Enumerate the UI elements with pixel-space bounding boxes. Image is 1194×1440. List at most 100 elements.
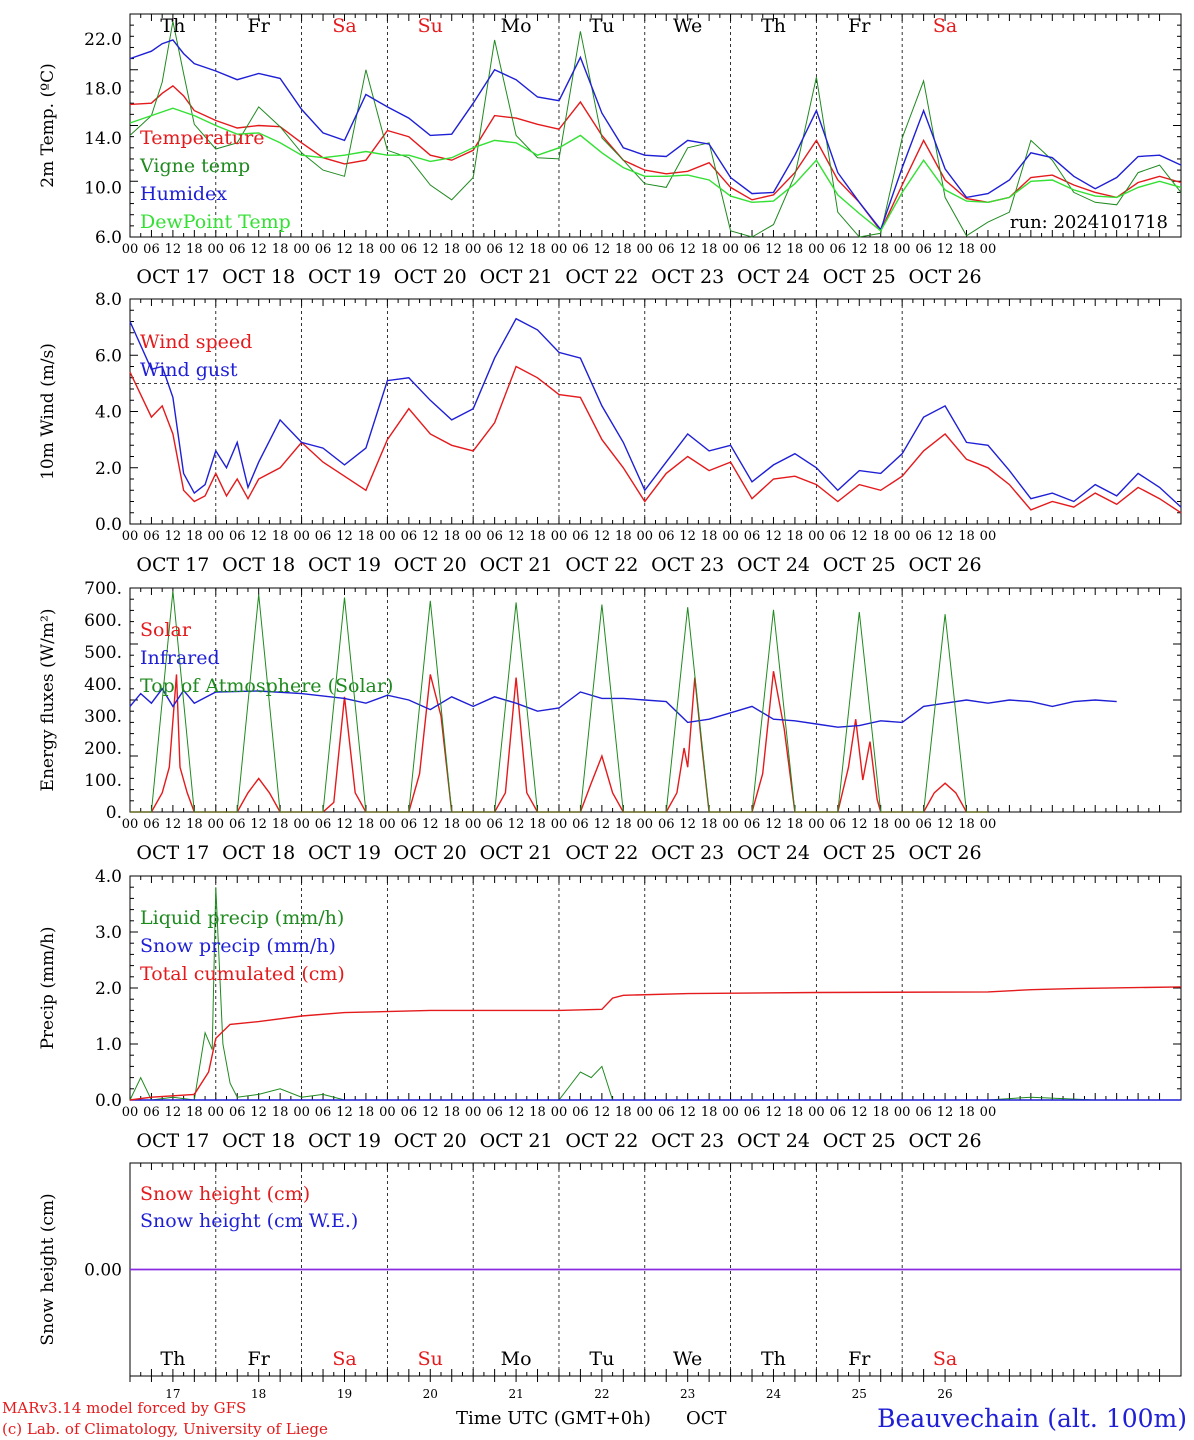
hour-tick-label: 06: [143, 817, 160, 832]
day-number-label: 24: [766, 1387, 782, 1401]
hour-tick-label: 12: [336, 1105, 353, 1120]
legend-entry: Solar: [140, 619, 192, 641]
hour-tick-label: 06: [830, 242, 847, 257]
series-line: [129, 21, 1182, 238]
panel-wind: 0.0 2.0 4.0 6.0 8.0 10m Wind (m/s) Wind speed W…: [38, 290, 1182, 576]
weekday-label-top: Th: [761, 15, 786, 37]
date-label: OCT 19: [308, 842, 381, 864]
date-label: OCT 18: [222, 266, 295, 288]
date-label: OCT 17: [136, 842, 209, 864]
hour-tick-label: 06: [744, 817, 761, 832]
hour-tick-label: 12: [679, 1105, 696, 1120]
hour-tick-label: 00: [122, 817, 139, 832]
run-label: run: 2024101718: [1010, 212, 1168, 233]
hour-tick-label: 12: [594, 529, 611, 544]
hour-tick-label: 18: [958, 817, 975, 832]
hour-tick-label: 06: [315, 242, 332, 257]
hour-tick-label: 18: [787, 529, 804, 544]
hour-tick-label: 12: [422, 817, 439, 832]
legend-entry: Vigne temp: [139, 155, 250, 177]
weekday-label-bottom: Fr: [248, 1348, 271, 1370]
hour-tick-label: 06: [744, 529, 761, 544]
time-axis-label: Time UTC (GMT+0h): [456, 1408, 651, 1429]
date-label: OCT 24: [737, 1130, 810, 1152]
weekday-label-top: Th: [160, 15, 185, 37]
hour-tick-label: 00: [208, 1105, 225, 1120]
date-label: OCT 25: [823, 842, 896, 864]
hour-tick-label: 12: [165, 1105, 182, 1120]
legend-entry: Total cumulated (cm): [140, 963, 345, 985]
hour-tick-label: 00: [551, 1105, 568, 1120]
y-tick-label: 2.0: [95, 979, 122, 999]
hour-tick-label: 12: [336, 817, 353, 832]
hour-tick-label: 18: [272, 529, 289, 544]
y-tick-label: 300.: [84, 707, 122, 727]
hour-tick-label: 00: [208, 817, 225, 832]
legend-entry: Wind speed: [140, 331, 252, 353]
hour-tick-label: 06: [229, 817, 246, 832]
hour-tick-label: 06: [830, 817, 847, 832]
weekday-label-top: We: [673, 15, 702, 37]
hour-tick-label: 00: [465, 529, 482, 544]
hour-tick-label: 00: [293, 529, 310, 544]
series-line: [129, 687, 1117, 728]
hour-tick-label: 00: [980, 242, 997, 257]
hour-tick-label: 12: [765, 529, 782, 544]
hour-tick-label: 06: [401, 817, 418, 832]
date-label: OCT 22: [565, 1130, 638, 1152]
series-line: [129, 986, 1182, 1101]
hour-tick-label: 00: [722, 529, 739, 544]
hour-tick-label: 00: [637, 1105, 654, 1120]
hour-tick-label: 00: [122, 1105, 139, 1120]
date-label: OCT 19: [308, 266, 381, 288]
weekday-label-top: Su: [418, 15, 443, 37]
legend-entry: Infrared: [140, 647, 220, 669]
date-label: OCT 21: [480, 554, 553, 576]
date-label: OCT 23: [651, 266, 724, 288]
hour-tick-label: 12: [679, 817, 696, 832]
y-tick-label: 500.: [84, 643, 122, 663]
hour-tick-label: 00: [122, 529, 139, 544]
hour-tick-label: 00: [808, 529, 825, 544]
hour-tick-label: 12: [765, 817, 782, 832]
hour-tick-label: 12: [250, 817, 267, 832]
y-tick-label: 10.0: [84, 178, 122, 198]
hour-tick-label: 06: [143, 1105, 160, 1120]
hour-tick-label: 06: [315, 817, 332, 832]
hour-tick-label: 12: [679, 242, 696, 257]
weekday-label-bottom: Sa: [933, 1348, 957, 1370]
hour-tick-label: 06: [401, 242, 418, 257]
legend-entry: DewPoint Temp: [140, 211, 291, 233]
panel-snow: 0.00 Snow height (cm) Snow height (cm) Snow…: [38, 1162, 1182, 1377]
y-tick-label: 0.00: [84, 1261, 122, 1281]
date-label: OCT 26: [909, 266, 982, 288]
day-number-label: 18: [251, 1387, 266, 1401]
hour-tick-label: 12: [765, 242, 782, 257]
hour-tick-label: 18: [615, 242, 632, 257]
hour-tick-label: 06: [915, 1105, 932, 1120]
hour-tick-label: 06: [143, 242, 160, 257]
hour-tick-label: 00: [551, 817, 568, 832]
y-tick-label: 14.0: [84, 129, 122, 149]
hour-tick-label: 06: [830, 1105, 847, 1120]
hour-tick-label: 00: [637, 242, 654, 257]
hour-tick-label: 18: [615, 529, 632, 544]
series-line: [130, 591, 988, 813]
legend-entry: Liquid precip (mm/h): [140, 907, 344, 929]
legend-entry: Humidex: [140, 183, 227, 205]
hour-tick-label: 06: [486, 817, 503, 832]
weekday-label-top: Sa: [332, 15, 356, 37]
y-tick-label: 0.: [106, 803, 122, 823]
hour-tick-label: 18: [615, 817, 632, 832]
y-tick-label: 18.0: [84, 79, 122, 99]
panel-frame: [129, 298, 1182, 525]
hour-tick-label: 06: [744, 242, 761, 257]
y-tick-label: 200.: [84, 739, 122, 759]
hour-tick-label: 00: [980, 1105, 997, 1120]
hour-tick-label: 12: [594, 817, 611, 832]
hour-tick-label: 12: [508, 1105, 525, 1120]
y-tick-label: 6.0: [95, 346, 122, 366]
date-label: OCT 20: [394, 554, 467, 576]
hour-tick-label: 18: [529, 817, 546, 832]
